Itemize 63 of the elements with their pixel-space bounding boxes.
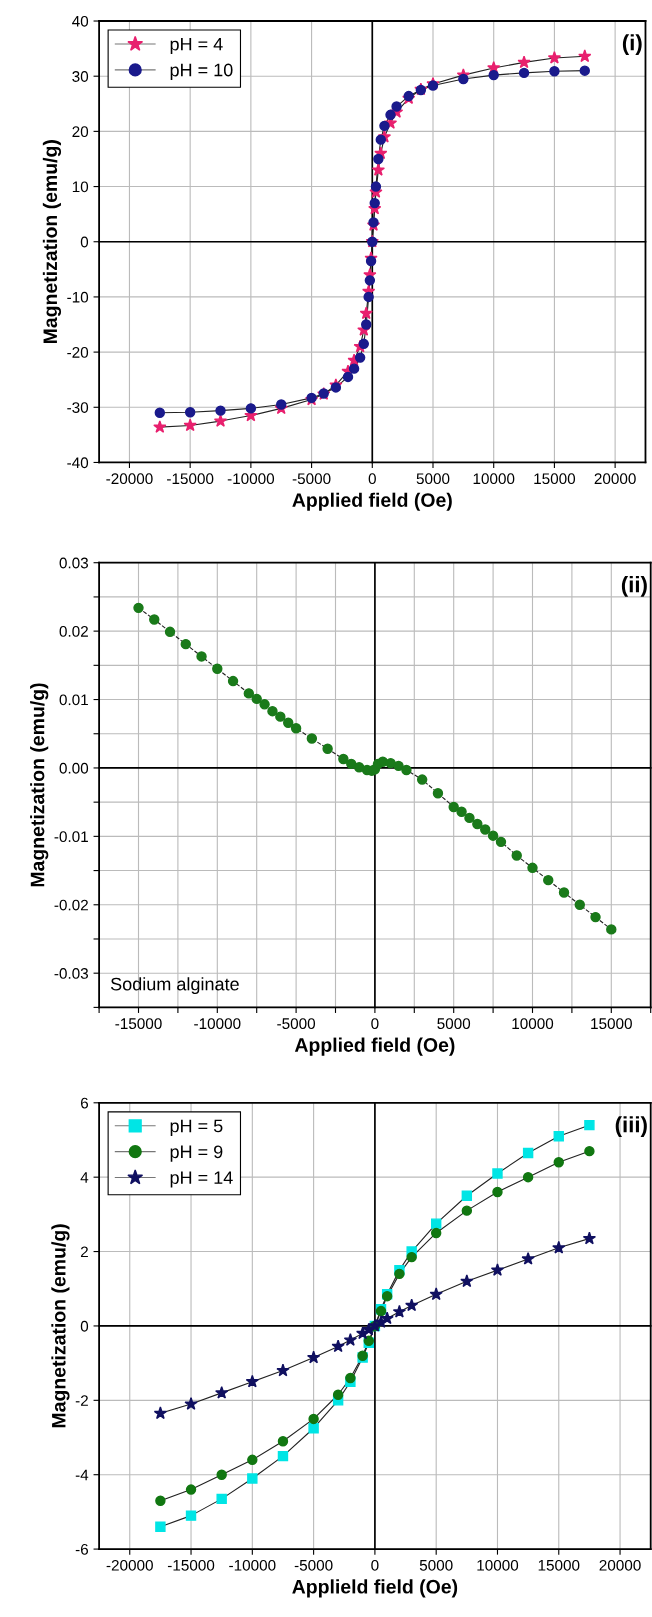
x-tick-label: -5000 xyxy=(294,1559,333,1571)
x-tick-label: 20000 xyxy=(599,1559,641,1571)
y-tick-label: -30 xyxy=(67,402,89,413)
x-tick-label: 10000 xyxy=(512,1018,554,1030)
x-tick-label: 15000 xyxy=(538,1559,580,1571)
y-tick-label: 0 xyxy=(80,1320,89,1332)
y-tick-label: 0.01 xyxy=(59,694,88,706)
x-tick-label: -5000 xyxy=(292,473,331,485)
x-tick-label: -20000 xyxy=(106,473,153,485)
y-tick-label: 6 xyxy=(80,1097,89,1109)
y-tick-label: -20 xyxy=(67,346,89,358)
y-tick-label: 4 xyxy=(80,1172,89,1183)
x-tick-label: 0 xyxy=(371,1018,379,1030)
legend-label: pH = 4 xyxy=(170,37,223,55)
y-axis-title: Magnetization (emu/g) xyxy=(51,1224,70,1428)
y-tick-label: -0.03 xyxy=(54,968,89,979)
x-tick-label: 15000 xyxy=(534,473,576,485)
x-tick-label: -10000 xyxy=(229,1559,276,1571)
y-tick-label: 10 xyxy=(72,181,89,193)
x-tick-label: 10000 xyxy=(473,473,515,485)
y-tick-label: 30 xyxy=(72,71,89,82)
x-tick-label: -5000 xyxy=(277,1018,316,1030)
x-tick-label: -15000 xyxy=(115,1018,162,1030)
annotation: (i) xyxy=(622,34,642,55)
y-tick-label: 0.02 xyxy=(59,626,88,637)
y-tick-label: 20 xyxy=(72,126,89,138)
x-tick-label: 0 xyxy=(371,1559,379,1571)
y-tick-label: -6 xyxy=(75,1543,89,1555)
y-axis-title: Magnetization (emu/g) xyxy=(30,683,49,887)
y-tick-label: -4 xyxy=(75,1469,89,1481)
x-tick-label: 15000 xyxy=(591,1018,632,1030)
legend-label: pH = 10 xyxy=(170,63,233,80)
legend-label: pH = 5 xyxy=(170,1119,223,1136)
y-tick-label: -40 xyxy=(67,457,89,469)
x-axis-title: Applied field (Oe) xyxy=(292,492,452,511)
y-tick-label: -2 xyxy=(75,1395,88,1406)
x-tick-label: 5000 xyxy=(437,1018,471,1030)
annotation: (iii) xyxy=(615,1116,647,1137)
x-tick-label: 5000 xyxy=(419,1559,453,1571)
y-tick-label: -0.02 xyxy=(54,899,88,911)
x-tick-label: -15000 xyxy=(167,1559,215,1571)
x-tick-label: -10000 xyxy=(194,1018,241,1030)
x-tick-label: -20000 xyxy=(106,1559,153,1571)
legend-label: pH = 9 xyxy=(170,1145,223,1162)
y-tick-label: 40 xyxy=(72,15,89,27)
y-axis-title: Magnetization (emu/g) xyxy=(42,140,62,344)
x-tick-label: 5000 xyxy=(416,473,450,485)
x-tick-label: 0 xyxy=(368,473,376,485)
x-tick-label: 20000 xyxy=(594,473,636,485)
x-axis-title: Applied field (Oe) xyxy=(294,1037,455,1056)
y-tick-label: 0.00 xyxy=(59,762,89,774)
y-tick-label: 0 xyxy=(80,236,89,248)
annotation: Sodium alginate xyxy=(110,977,239,995)
y-tick-label: -0.01 xyxy=(54,831,88,843)
y-tick-label: 2 xyxy=(80,1246,88,1258)
annotation: (ii) xyxy=(621,576,647,597)
y-tick-label: -10 xyxy=(67,291,89,303)
x-tick-label: -15000 xyxy=(167,473,214,485)
x-tick-label: 10000 xyxy=(477,1559,519,1571)
y-tick-label: 0.03 xyxy=(59,557,89,569)
x-axis-title: Applield field (Oe) xyxy=(292,1579,458,1598)
x-tick-label: -10000 xyxy=(227,473,275,485)
legend-label: pH = 14 xyxy=(170,1171,233,1188)
